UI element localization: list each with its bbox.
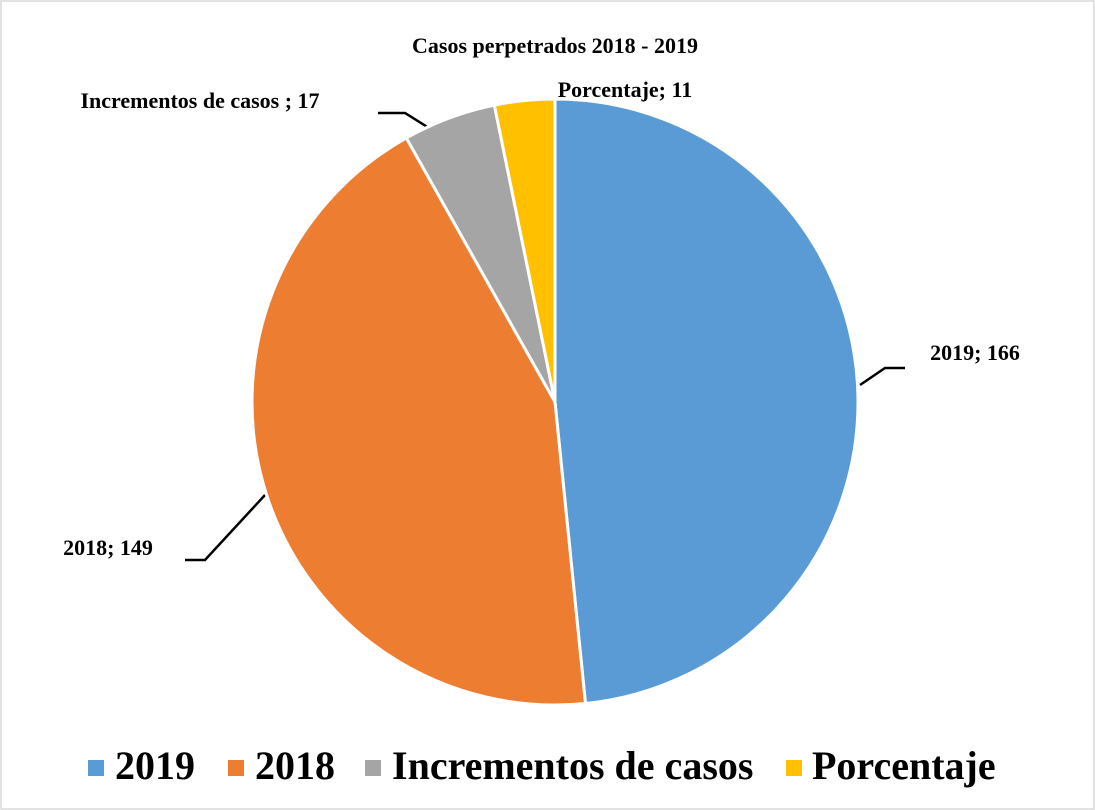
data-label: Porcentaje; 11 <box>558 77 693 102</box>
data-label: 2018; 149 <box>63 535 153 560</box>
legend-label: Porcentaje <box>812 743 996 788</box>
leader-line <box>859 366 905 387</box>
data-label: 2019; 166 <box>930 340 1020 365</box>
data-label: Incrementos de casos ; 17 <box>80 88 319 113</box>
legend-label: 2018 <box>255 743 335 788</box>
legend-swatch <box>786 760 802 776</box>
legend-swatch <box>88 760 104 776</box>
legend-label: 2019 <box>115 743 195 788</box>
chart-title: Casos perpetrados 2018 - 2019 <box>412 33 698 58</box>
pie-slice <box>553 97 860 706</box>
legend-swatch <box>365 760 381 776</box>
leader-line <box>185 494 266 562</box>
pie-slice <box>492 97 557 403</box>
legend-swatch <box>228 760 244 776</box>
pie-slice <box>250 135 588 707</box>
legend-label: Incrementos de casos <box>392 743 753 788</box>
